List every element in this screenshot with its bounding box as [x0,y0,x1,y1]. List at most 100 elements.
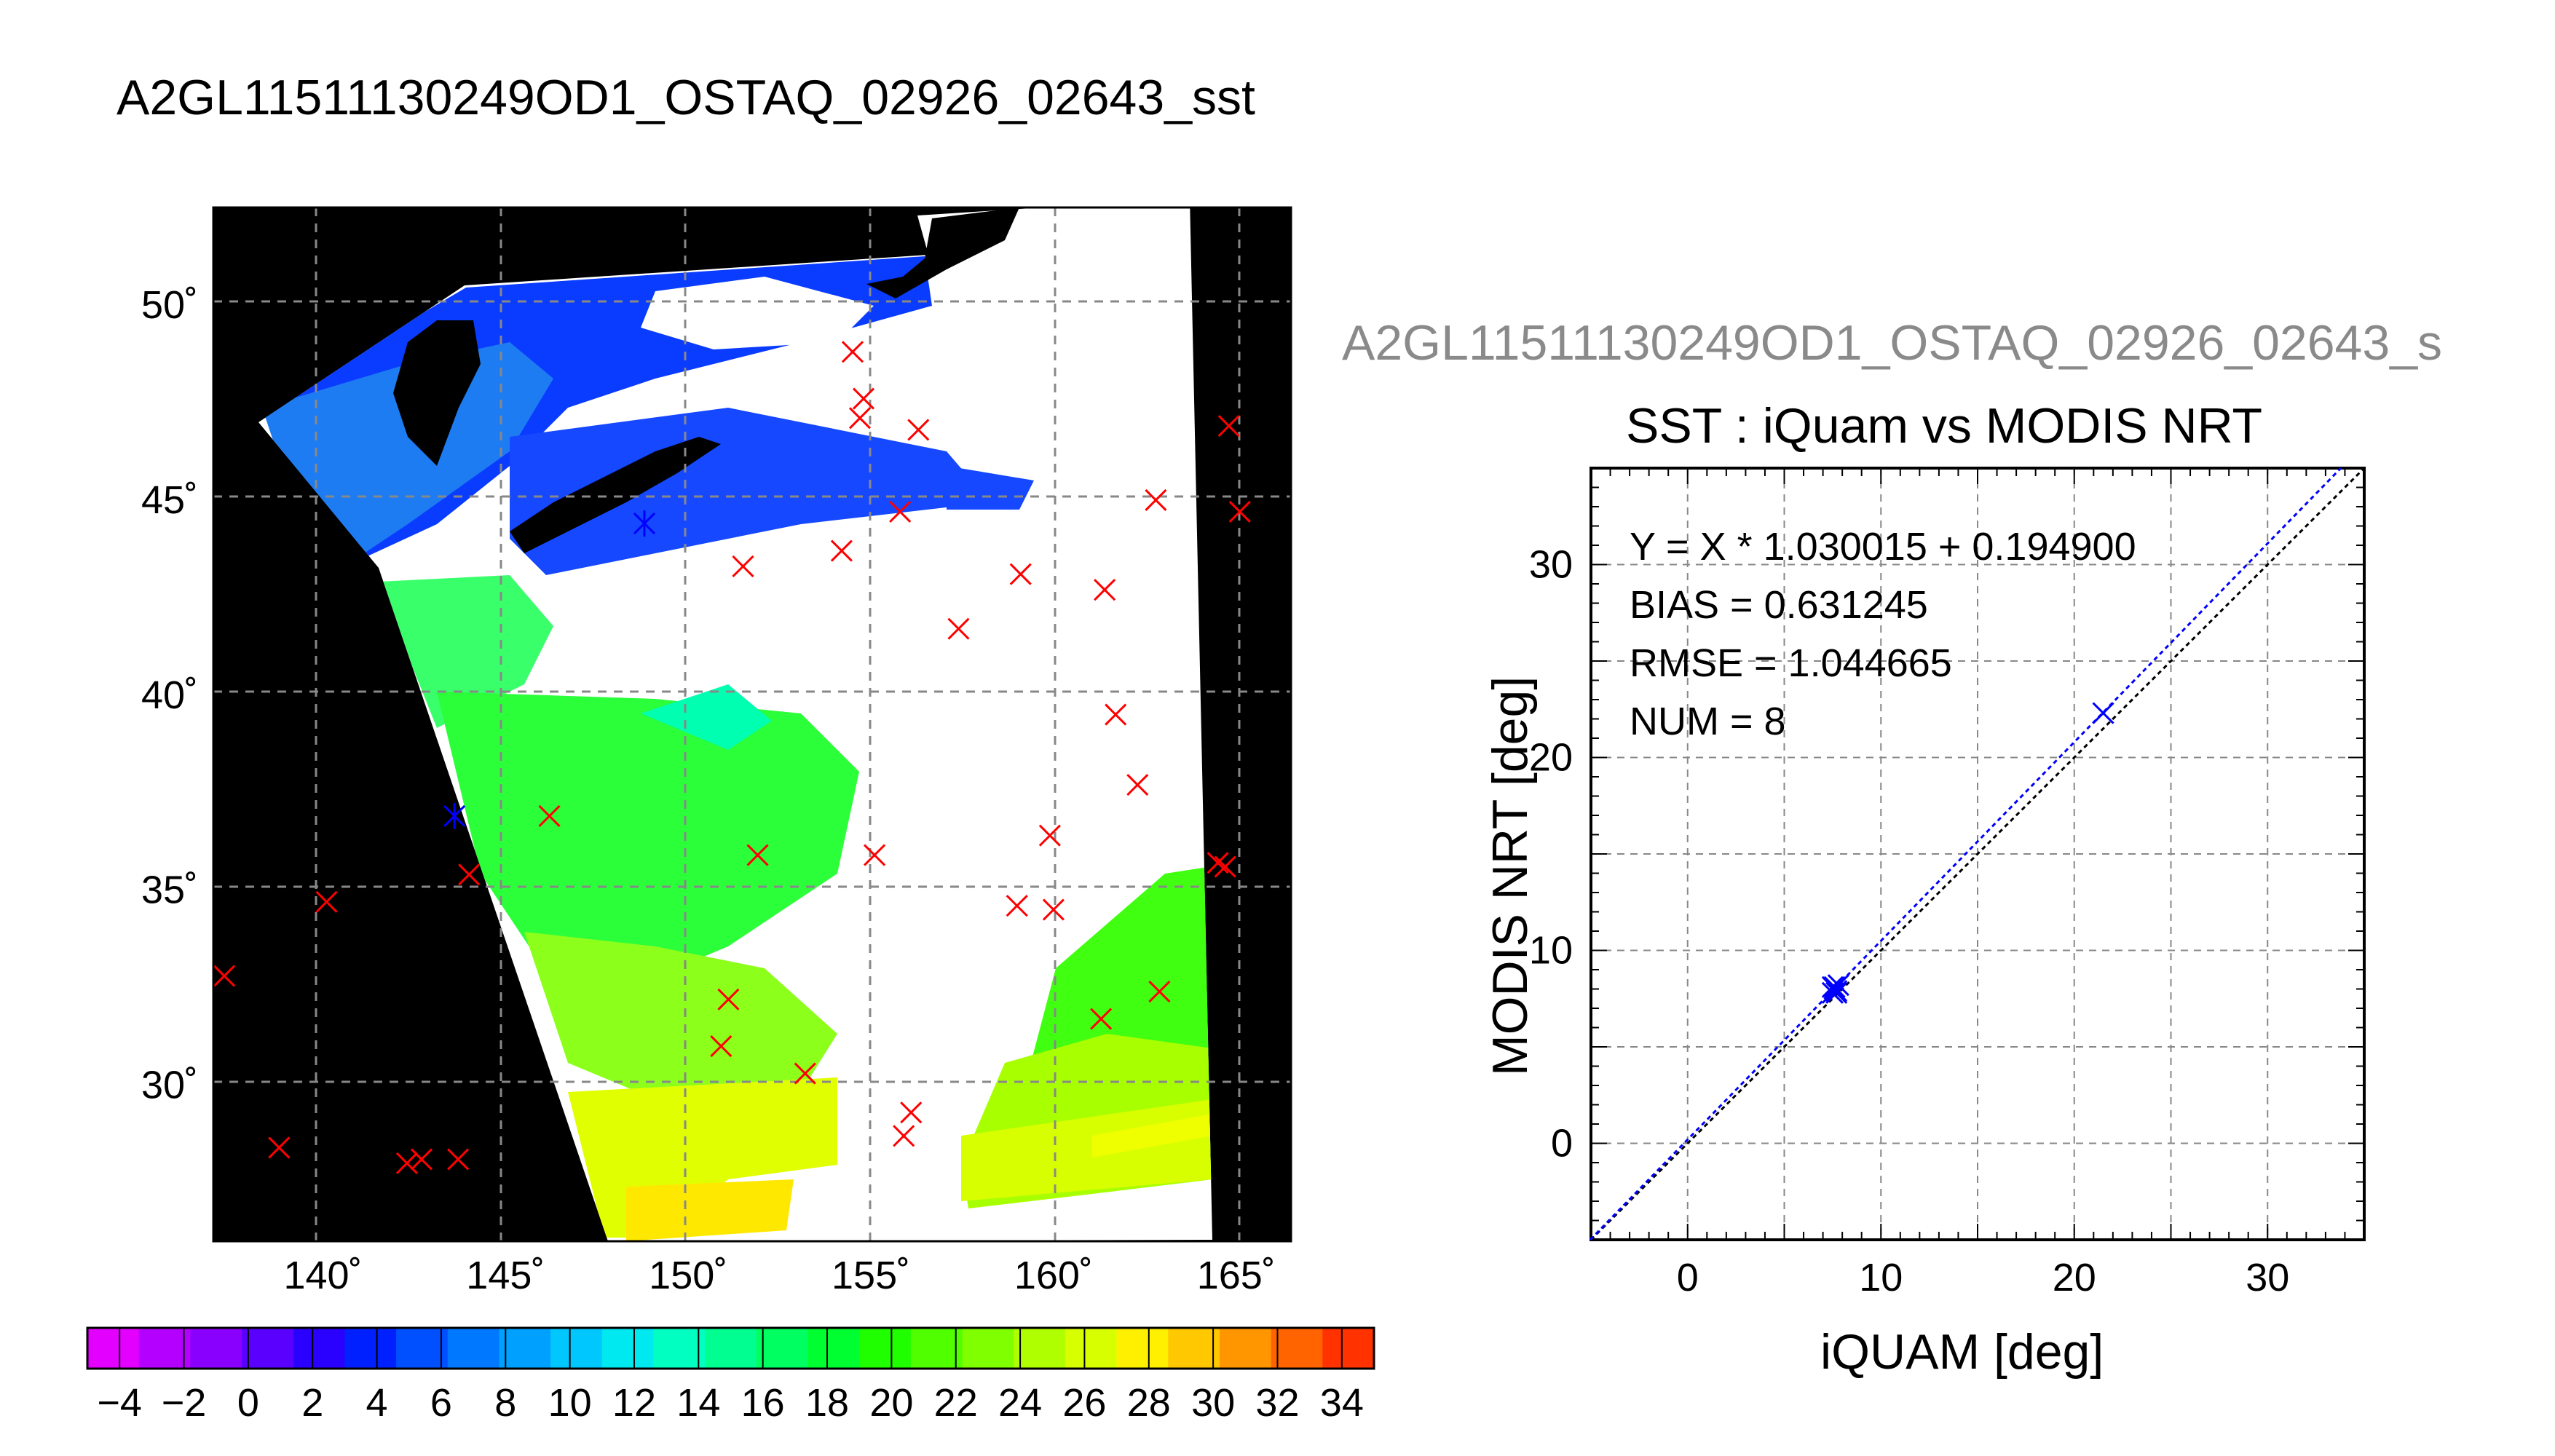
scatter-x-tick-label: 10 [1859,1256,1903,1299]
land-kamchatka [866,207,1019,298]
stat-num: NUM = 8 [1630,700,1786,743]
colorbar-tick-label: −2 [162,1381,207,1425]
scatter-point [1825,981,1848,1004]
colorbar-segment [653,1328,706,1369]
scatter-point [1821,976,1844,998]
colorbar-segment [705,1328,757,1369]
colorbar-segment [807,1328,860,1369]
matchup-red [864,844,886,866]
colorbar-segment [293,1328,345,1369]
colorbar-segment [1168,1328,1220,1369]
matchup-red [830,539,853,562]
colorbar-tick-label: 6 [430,1381,452,1425]
matchup-red [1038,824,1061,847]
colorbar-segment [138,1328,191,1369]
matchup-red [1217,415,1240,438]
colorbar-segment [1014,1328,1066,1369]
matchup-red [732,555,754,578]
scatter-point [2092,702,2114,724]
matchup-red [1228,500,1251,523]
colorbar-segment [1219,1328,1272,1369]
colorbar-tick-label: 0 [237,1381,259,1425]
colorbar-segment [499,1328,551,1369]
scatter-subtitle: A2GL11511130249OD1_OSTAQ_02926_02643_s [1342,315,2443,371]
scatter-y-tick-label: 10 [1529,929,1573,973]
main-title: A2GL11511130249OD1_OSTAQ_02926_02643_sst [117,70,1255,125]
land-hokkaido [393,320,481,466]
matchup-red [848,407,872,430]
colorbar-tick-label: 18 [805,1381,849,1425]
colorbar-tick-label: 14 [676,1381,720,1425]
matchup-red [1009,563,1032,585]
map-markers [213,341,1251,1174]
scatter-points [1821,702,2114,1004]
colorbar-tick-label: 24 [998,1381,1042,1425]
map-frame [212,206,1292,1243]
stat-fit: Y = X * 1.030015 + 0.194900 [1630,525,2136,569]
matchup-red [889,500,912,523]
scatter-lines [1589,467,2366,1241]
matchup-red [458,863,481,886]
matchup-red [538,804,561,827]
matchup-red [852,387,875,410]
colorbar-segment [859,1328,912,1369]
colorbar-segment [190,1328,242,1369]
matchup-red [1214,855,1236,878]
colorbar-tick-label: −4 [97,1381,142,1425]
colorbar-tick-label: 10 [548,1381,592,1425]
stat-rmse: RMSE = 1.044665 [1630,641,1952,685]
scatter-title: SST : iQuam vs MODIS NRT [1626,398,2263,454]
map-x-tick-label: 160˚ [1014,1254,1093,1297]
matchup-blue [443,802,466,829]
scatter-y-tick-label: 20 [1529,736,1573,780]
colorbar-tick-label: 12 [612,1381,656,1425]
map-y-tick-label: 35˚ [141,869,198,912]
colorbar-tick-label: 34 [1320,1381,1364,1425]
colorbar-segment [550,1328,603,1369]
matchup-red [410,1148,433,1171]
stat-bias: BIAS = 0.631245 [1630,583,1928,627]
matchup-red [1148,980,1171,1003]
land-kurils [510,437,721,553]
colorbar-segment [1322,1328,1375,1369]
colorbar-segment [962,1328,1014,1369]
matchup-red [1207,852,1229,874]
colorbar-tick-label: 2 [301,1381,323,1425]
fit-line [1589,467,2342,1241]
matchup-red [447,1148,470,1171]
colorbar-frame [86,1326,1375,1370]
colorbar-tick-label: 4 [366,1381,388,1425]
colorbar-tick-label: 16 [741,1381,785,1425]
map-x-tick-label: 155˚ [832,1254,910,1297]
colorbar-tick-label: 22 [934,1381,978,1425]
map-x-tick-label: 145˚ [466,1254,545,1297]
map-tick-labels: 140˚ 145˚ 150˚ 155˚ 160˚ 165˚ 30˚ 35˚ 40˚ 45˚ 50˚ [141,283,1276,1297]
scatter-point [1823,976,1846,998]
scatter-x-tick-label: 30 [2246,1256,2289,1299]
scatter-point [1827,974,1849,997]
matchup-red [947,617,970,640]
matchup-red [841,341,864,363]
colorbar-segment [756,1328,809,1369]
matchup-red [794,1062,816,1085]
matchup-red [1126,773,1149,796]
scatter-ticks: 0 10 20 30 0 10 20 30 [1529,468,2364,1299]
map-y-tick-label: 50˚ [141,283,198,327]
x-axis-label: iQUAM [deg] [1820,1324,2104,1380]
colorbar-tick-label: 32 [1255,1381,1299,1425]
matchup-red [315,890,338,913]
matchup-red [746,844,769,866]
y-axis-label: MODIS NRT [deg] [1482,676,1538,1076]
matchup-red [1094,579,1116,601]
colorbar-segment [1271,1328,1323,1369]
colorbar-segment [1065,1328,1118,1369]
map-x-tick-label: 150˚ [649,1254,727,1297]
colorbar-segment [242,1328,294,1369]
colorbar-segment [601,1328,655,1369]
matchup-red [268,1136,291,1159]
matchup-red [1105,703,1127,726]
scatter-y-tick-label: 0 [1551,1122,1573,1166]
colorbar-tick-label: 26 [1062,1381,1106,1425]
